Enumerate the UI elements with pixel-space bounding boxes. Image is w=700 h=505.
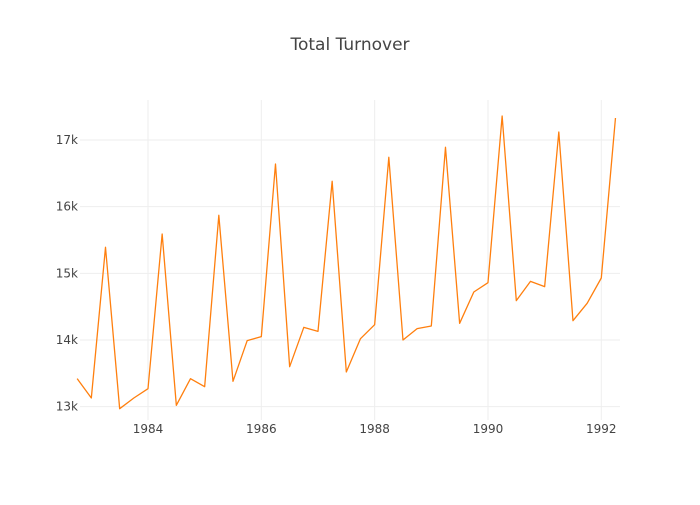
y-tick-label: 16k <box>56 200 78 214</box>
data-point <box>245 339 249 343</box>
data-point <box>259 335 263 339</box>
data-point <box>599 276 603 280</box>
series-line <box>76 115 617 410</box>
data-point <box>528 279 532 283</box>
data-point <box>132 396 136 400</box>
data-point <box>613 116 617 120</box>
data-point <box>514 299 518 303</box>
data-point <box>330 179 334 183</box>
data-point <box>217 213 221 217</box>
data-point <box>443 145 447 149</box>
data-point <box>146 387 150 391</box>
data-point <box>486 281 490 285</box>
data-point <box>288 365 292 369</box>
data-point <box>273 162 277 166</box>
data-point <box>316 329 320 333</box>
data-point <box>458 321 462 325</box>
data-point <box>160 232 164 236</box>
data-point <box>118 407 122 411</box>
data-point <box>585 301 589 305</box>
data-point <box>203 385 207 389</box>
x-tick-label: 1992 <box>586 422 617 436</box>
data-point <box>174 403 178 407</box>
data-point <box>429 324 433 328</box>
data-point <box>188 377 192 381</box>
grid-lines <box>80 100 620 420</box>
y-tick-label: 14k <box>56 333 78 347</box>
data-point <box>401 338 405 342</box>
data-point <box>571 319 575 323</box>
data-point <box>231 379 235 383</box>
x-tick-label: 1986 <box>246 422 277 436</box>
data-point <box>500 114 504 118</box>
data-point <box>387 155 391 159</box>
data-point <box>472 290 476 294</box>
x-tick-label: 1988 <box>359 422 390 436</box>
data-point <box>557 130 561 134</box>
data-point <box>89 396 93 400</box>
data-point <box>373 323 377 327</box>
data-point <box>415 327 419 331</box>
data-point <box>75 377 79 381</box>
x-tick-label: 1984 <box>133 422 164 436</box>
tick-labels: 1984 1986 1988 1990 1992 13k 14k 15k 16k 17k <box>56 133 617 436</box>
y-tick-label: 17k <box>56 133 78 147</box>
series-layer <box>75 114 617 411</box>
x-tick-label: 1990 <box>473 422 504 436</box>
y-tick-label: 13k <box>56 400 78 414</box>
data-point <box>103 245 107 249</box>
chart-title: Total Turnover <box>289 35 409 55</box>
data-point <box>344 370 348 374</box>
data-point <box>302 325 306 329</box>
y-tick-label: 15k <box>56 266 78 280</box>
data-point <box>543 285 547 289</box>
data-point <box>358 337 362 341</box>
